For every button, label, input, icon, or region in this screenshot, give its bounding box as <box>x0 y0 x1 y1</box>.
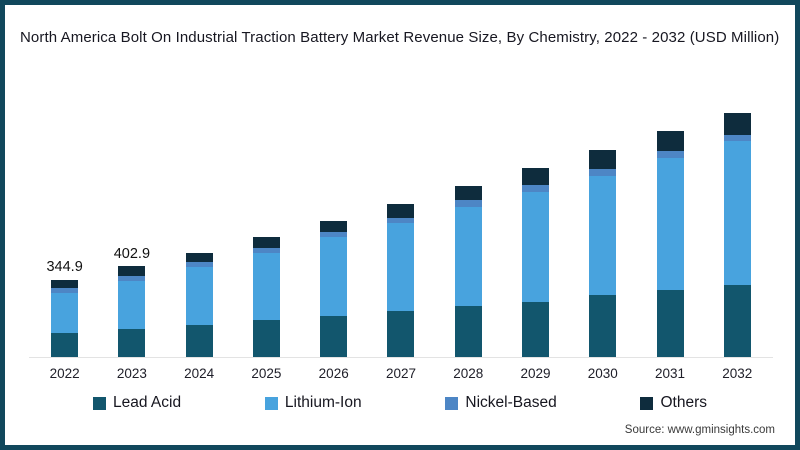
x-axis-labels: 2022 2023 2024 2025 2026 2027 2028 2029 2030 2031… <box>31 366 771 381</box>
bar-segment-lithium_ion <box>589 175 617 295</box>
stacked-bar-2029 <box>521 168 549 357</box>
bar-segment-lead_acid <box>185 324 213 357</box>
bar-segment-lithium_ion <box>51 293 79 334</box>
bar-segment-nickel_based <box>185 262 213 268</box>
legend-swatch-nickel_based <box>445 396 459 410</box>
bar-group-2031 <box>636 97 703 357</box>
bar-segment-lithium_ion <box>521 191 549 302</box>
bar-segment-lead_acid <box>252 320 280 357</box>
bar-segment-nickel_based <box>320 232 348 238</box>
bar-group-2032 <box>704 97 771 357</box>
x-axis-label-2031: 2031 <box>655 366 686 381</box>
stacked-bar-2032 <box>723 113 751 357</box>
bar-value-label: 344.9 <box>46 259 83 275</box>
bar-segment-others <box>51 279 79 288</box>
stacked-bar-2022 <box>51 279 79 357</box>
bar-group-2025 <box>233 97 300 357</box>
bar-group-2027 <box>367 97 434 357</box>
stacked-bar-2025 <box>252 237 280 357</box>
bar-segment-lithium_ion <box>387 222 415 312</box>
bar-segment-others <box>723 113 751 135</box>
legend-item-lead_acid: Lead Acid <box>93 394 181 412</box>
stacked-bar-2024 <box>185 252 213 357</box>
bar-segment-others <box>252 237 280 248</box>
bar-segment-lithium_ion <box>118 280 146 330</box>
x-axis-label-2026: 2026 <box>318 366 349 381</box>
legend-label: Nickel-Based <box>465 394 557 411</box>
bar-segment-nickel_based <box>454 200 482 207</box>
x-axis-label-2025: 2025 <box>251 366 282 381</box>
source-text: Source: www.gminsights.com <box>624 424 775 436</box>
bar-group-2026 <box>300 97 367 357</box>
bar-group-2022: 344.9 <box>31 97 98 357</box>
legend-swatch-lead_acid <box>93 396 106 410</box>
bar-segment-lead_acid <box>589 294 617 357</box>
x-axis-label-2024: 2024 <box>184 366 215 381</box>
stacked-bar-2028 <box>454 186 482 357</box>
x-axis-label-2023: 2023 <box>116 366 147 381</box>
bar-segment-lithium_ion <box>454 207 482 306</box>
stacked-bar-2027 <box>387 203 415 357</box>
bars-row: 344.9 402.9 <box>31 97 771 357</box>
stacked-bar-2030 <box>589 150 617 357</box>
bar-segment-others <box>387 203 415 218</box>
bar-segment-others <box>185 252 213 263</box>
legend-label: Lead Acid <box>113 394 182 411</box>
x-axis-label-2029: 2029 <box>520 366 551 381</box>
bar-group-2028 <box>435 97 502 357</box>
bar-segment-lithium_ion <box>656 158 684 291</box>
bar-segment-others <box>320 221 348 233</box>
legend-swatch-others <box>640 396 654 410</box>
bar-segment-others <box>118 266 146 276</box>
bar-segment-lead_acid <box>454 306 482 357</box>
bar-segment-lead_acid <box>656 290 684 357</box>
bar-segment-nickel_based <box>656 151 684 159</box>
bar-segment-lead_acid <box>723 284 751 357</box>
legend-item-others: Others <box>640 394 707 412</box>
legend: Lead Acid Lithium-Ion Nickel-Based Others <box>93 394 707 412</box>
bar-segment-nickel_based <box>589 168 617 176</box>
bar-segment-others <box>454 186 482 201</box>
bar-group-2024 <box>166 97 233 357</box>
bar-segment-nickel_based <box>723 134 751 142</box>
bar-segment-nickel_based <box>51 287 79 294</box>
bar-segment-lithium_ion <box>723 141 751 285</box>
bar-segment-lithium_ion <box>252 252 280 321</box>
legend-swatch-lithium_ion <box>264 396 278 410</box>
x-axis-label-2032: 2032 <box>722 366 753 381</box>
bar-segment-lead_acid <box>51 333 79 357</box>
legend-label: Lithium-Ion <box>284 394 362 411</box>
bar-segment-nickel_based <box>521 185 549 192</box>
chart-title: North America Bolt On Industrial Tractio… <box>20 29 780 46</box>
bar-group-2029 <box>502 97 569 357</box>
stacked-bar-2023 <box>118 266 146 357</box>
bar-segment-others <box>656 131 684 152</box>
bar-value-label: 402.9 <box>113 246 151 262</box>
bar-segment-lithium_ion <box>185 267 213 325</box>
legend-item-nickel_based: Nickel-Based <box>445 394 557 412</box>
bar-group-2030 <box>569 97 636 357</box>
bar-segment-lead_acid <box>521 301 549 357</box>
bar-segment-nickel_based <box>118 275 146 281</box>
x-axis-label-2022: 2022 <box>49 366 80 381</box>
x-axis-label-2028: 2028 <box>453 366 484 381</box>
bar-group-2023: 402.9 <box>98 97 165 357</box>
bar-segment-lithium_ion <box>320 237 348 316</box>
bar-segment-others <box>589 150 617 169</box>
bar-segment-nickel_based <box>387 217 415 223</box>
bar-segment-lead_acid <box>387 311 415 357</box>
legend-label: Others <box>660 394 707 411</box>
stacked-bar-2031 <box>656 131 684 357</box>
bar-segment-nickel_based <box>252 247 280 253</box>
x-axis-line <box>29 357 773 358</box>
x-axis-label-2030: 2030 <box>587 366 618 381</box>
legend-item-lithium_ion: Lithium-Ion <box>264 394 362 412</box>
stacked-bar-2026 <box>320 221 348 357</box>
bar-segment-lead_acid <box>320 315 348 357</box>
x-axis-label-2027: 2027 <box>385 366 416 381</box>
bar-segment-lead_acid <box>118 329 146 357</box>
bar-segment-others <box>521 168 549 186</box>
